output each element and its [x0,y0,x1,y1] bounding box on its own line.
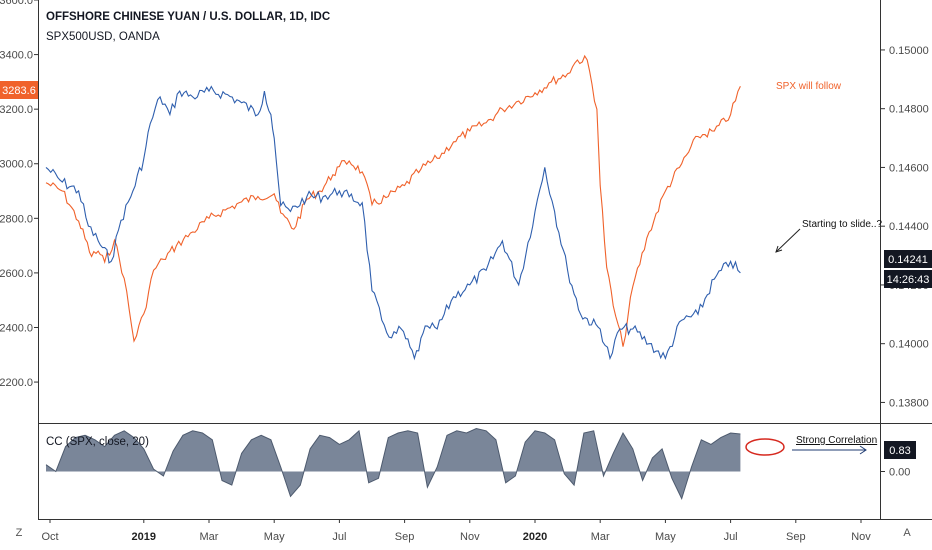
zoom-button[interactable]: Z [16,527,23,539]
time-tick-label: May [655,531,676,543]
right-tick-label: 0.13800 [889,397,929,409]
right-tick-label: 0.14400 [889,221,929,233]
time-tick-label: Nov [460,531,480,543]
auto-scale-button[interactable]: A [903,527,911,539]
highlight-circle [746,439,784,455]
annotation-sliding: Starting to slide..? [802,219,882,230]
left-tick-label: 3600.0 [0,0,33,7]
cnh-line [46,87,740,359]
right-tick-label: 0.14000 [889,339,929,351]
right-tick-label: 0.15000 [889,45,929,57]
spx-price-badge-text: 3283.6 [2,85,36,97]
time-tick-label: Mar [591,531,610,543]
annotation-spx-follow: SPX will follow [776,81,842,92]
time-tick-label: Jul [332,531,346,543]
left-tick-label: 2400.0 [0,322,33,334]
time-tick-label: Sep [786,531,806,543]
spx-line [46,56,740,347]
annotation-strong-correlation: Strong Correlation [796,435,877,446]
cnh-price-badge-text: 0.14241 [888,254,928,266]
chart-title: OFFSHORE CHINESE YUAN / U.S. DOLLAR, 1D,… [46,11,330,23]
indicator-label: CC (SPX, close, 20) [46,436,149,448]
price-series [46,56,740,358]
time-tick-label: 2019 [132,531,156,543]
cc-tick-label: 0.00 [889,467,910,479]
chart-subtitle: SPX500USD, OANDA [46,31,160,43]
time-tick-label: Mar [200,531,219,543]
left-axis-ticks: 2200.0 2400.0 2600.0 2800.0 3000.0 3200.0 3400… [0,0,38,389]
left-tick-label: 2600.0 [0,268,33,280]
left-tick-label: 2200.0 [0,377,33,389]
sliding-arrow [776,229,800,252]
cc-indicator-pane [46,429,740,499]
right-tick-label: 0.14600 [889,162,929,174]
cc-value-badge-text: 0.83 [889,445,910,457]
time-tick-label: Oct [41,531,58,543]
left-tick-label: 2800.0 [0,213,33,225]
cc-area [46,429,740,499]
time-tick-label: Jul [724,531,738,543]
left-tick-label: 3200.0 [0,104,33,116]
left-tick-label: 3000.0 [0,159,33,171]
countdown-badge-text: 14:26:43 [887,274,930,286]
left-tick-label: 3400.0 [0,50,33,62]
time-tick-label: May [264,531,285,543]
time-tick-label: Nov [851,531,871,543]
right-tick-label: 0.14800 [889,104,929,116]
time-tick-label: 2020 [523,531,547,543]
time-axis-ticks: Oct 2019 Mar May Jul Sep Nov 2020 Mar May Jul Sep No… [41,519,871,543]
time-tick-label: Sep [395,531,415,543]
